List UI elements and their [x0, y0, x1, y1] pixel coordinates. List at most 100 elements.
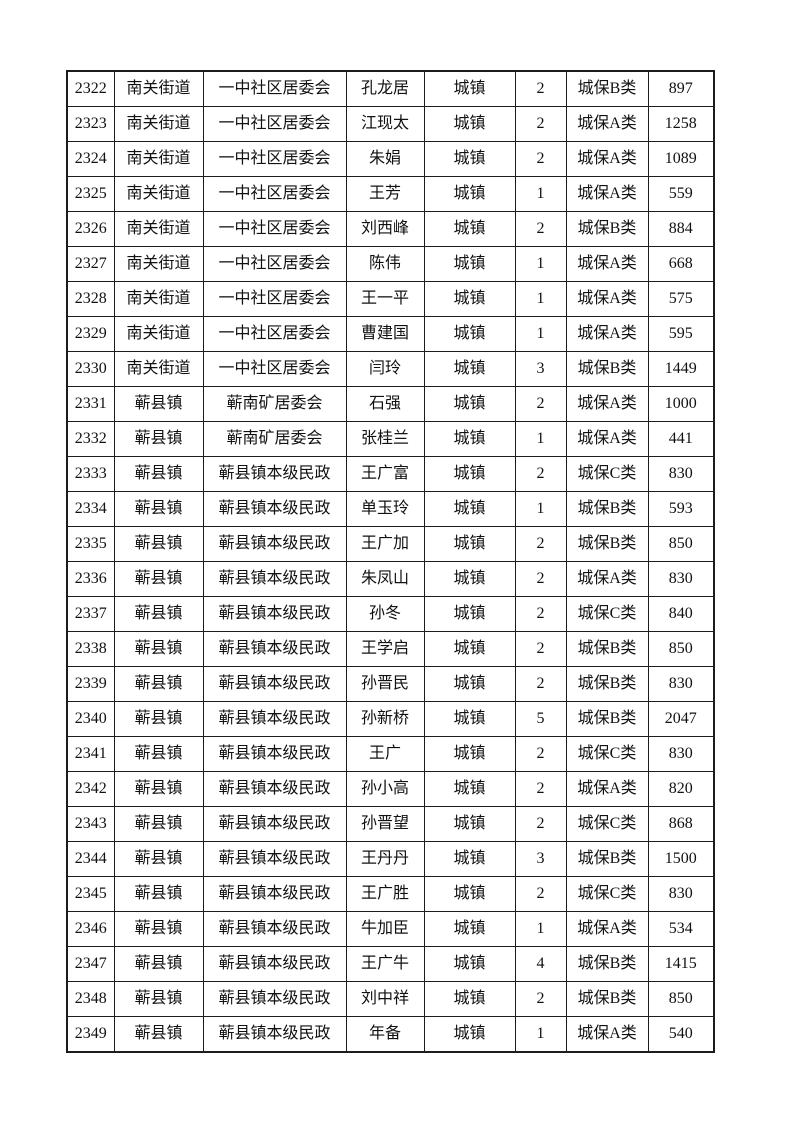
- cell-person-count: 1: [514, 176, 567, 212]
- cell-town: 蕲县镇: [113, 491, 204, 527]
- table-row: 2349 蕲县镇 蕲县镇本级民政 年备 城镇 1 城保A类 540: [66, 1016, 715, 1053]
- table-row: 2330 南关街道 一中社区居委会 闫玲 城镇 3 城保B类 1449: [66, 351, 715, 387]
- cell-insurance-type: 城保A类: [565, 386, 649, 422]
- table-row: 2345 蕲县镇 蕲县镇本级民政 王广胜 城镇 2 城保C类 830: [66, 876, 715, 912]
- cell-unit: 蕲县镇本级民政: [202, 561, 347, 597]
- cell-insurance-type: 城保A类: [565, 771, 649, 807]
- cell-unit: 一中社区居委会: [202, 351, 347, 387]
- cell-town: 南关街道: [113, 281, 204, 317]
- cell-row-id: 2322: [66, 70, 115, 107]
- table-row: 2335 蕲县镇 蕲县镇本级民政 王广加 城镇 2 城保B类 850: [66, 526, 715, 562]
- cell-person-name: 孙晋望: [345, 806, 425, 842]
- cell-amount: 1415: [647, 946, 715, 982]
- cell-insurance-type: 城保B类: [565, 841, 649, 877]
- cell-amount: 575: [647, 281, 715, 317]
- cell-person-count: 5: [514, 701, 567, 737]
- cell-unit: 蕲县镇本级民政: [202, 911, 347, 947]
- table-row: 2341 蕲县镇 蕲县镇本级民政 王广 城镇 2 城保C类 830: [66, 736, 715, 772]
- cell-amount: 830: [647, 666, 715, 702]
- cell-row-id: 2341: [66, 736, 115, 772]
- cell-person-count: 1: [514, 246, 567, 282]
- cell-person-name: 刘西峰: [345, 211, 425, 247]
- cell-town: 南关街道: [113, 106, 204, 142]
- cell-town: 南关街道: [113, 211, 204, 247]
- cell-person-name: 孙新桥: [345, 701, 425, 737]
- cell-insurance-type: 城保C类: [565, 736, 649, 772]
- cell-unit: 蕲县镇本级民政: [202, 666, 347, 702]
- cell-town: 蕲县镇: [113, 981, 204, 1017]
- cell-amount: 868: [647, 806, 715, 842]
- table-row: 2348 蕲县镇 蕲县镇本级民政 刘中祥 城镇 2 城保B类 850: [66, 981, 715, 1017]
- cell-amount: 559: [647, 176, 715, 212]
- cell-row-id: 2327: [66, 246, 115, 282]
- cell-town: 蕲县镇: [113, 456, 204, 492]
- cell-person-name: 朱娟: [345, 141, 425, 177]
- cell-person-name: 张桂兰: [345, 421, 425, 457]
- table-row: 2328 南关街道 一中社区居委会 王一平 城镇 1 城保A类 575: [66, 281, 715, 317]
- cell-person-count: 2: [514, 806, 567, 842]
- cell-person-name: 王学启: [345, 631, 425, 667]
- cell-row-id: 2344: [66, 841, 115, 877]
- cell-unit: 一中社区居委会: [202, 211, 347, 247]
- cell-amount: 1500: [647, 841, 715, 877]
- cell-person-count: 3: [514, 351, 567, 387]
- cell-person-count: 2: [514, 141, 567, 177]
- cell-person-name: 孙冬: [345, 596, 425, 632]
- cell-insurance-type: 城保B类: [565, 211, 649, 247]
- cell-person-count: 2: [514, 666, 567, 702]
- table-row: 2339 蕲县镇 蕲县镇本级民政 孙晋民 城镇 2 城保B类 830: [66, 666, 715, 702]
- cell-person-count: 2: [514, 526, 567, 562]
- cell-unit: 一中社区居委会: [202, 176, 347, 212]
- cell-person-name: 曹建国: [345, 316, 425, 352]
- cell-amount: 850: [647, 981, 715, 1017]
- cell-row-id: 2335: [66, 526, 115, 562]
- cell-category: 城镇: [423, 806, 516, 842]
- cell-amount: 1089: [647, 141, 715, 177]
- cell-category: 城镇: [423, 176, 516, 212]
- cell-row-id: 2348: [66, 981, 115, 1017]
- cell-row-id: 2343: [66, 806, 115, 842]
- cell-unit: 蕲南矿居委会: [202, 421, 347, 457]
- welfare-roster-table: 2322 南关街道 一中社区居委会 孔龙居 城镇 2 城保B类 897 2323 南关街道 一中社区…: [66, 70, 715, 1053]
- cell-person-count: 1: [514, 491, 567, 527]
- cell-category: 城镇: [423, 946, 516, 982]
- table-row: 2346 蕲县镇 蕲县镇本级民政 牛加臣 城镇 1 城保A类 534: [66, 911, 715, 947]
- cell-unit: 蕲县镇本级民政: [202, 701, 347, 737]
- table-row: 2343 蕲县镇 蕲县镇本级民政 孙晋望 城镇 2 城保C类 868: [66, 806, 715, 842]
- cell-town: 蕲县镇: [113, 386, 204, 422]
- cell-category: 城镇: [423, 421, 516, 457]
- cell-person-count: 1: [514, 911, 567, 947]
- cell-person-count: 3: [514, 841, 567, 877]
- cell-insurance-type: 城保B类: [565, 70, 649, 107]
- cell-unit: 蕲县镇本级民政: [202, 491, 347, 527]
- cell-row-id: 2334: [66, 491, 115, 527]
- cell-unit: 蕲县镇本级民政: [202, 806, 347, 842]
- table-row: 2342 蕲县镇 蕲县镇本级民政 孙小高 城镇 2 城保A类 820: [66, 771, 715, 807]
- cell-row-id: 2346: [66, 911, 115, 947]
- cell-category: 城镇: [423, 736, 516, 772]
- cell-row-id: 2325: [66, 176, 115, 212]
- cell-town: 南关街道: [113, 141, 204, 177]
- cell-category: 城镇: [423, 631, 516, 667]
- cell-insurance-type: 城保C类: [565, 876, 649, 912]
- cell-person-name: 闫玲: [345, 351, 425, 387]
- cell-person-count: 1: [514, 421, 567, 457]
- cell-unit: 一中社区居委会: [202, 141, 347, 177]
- cell-category: 城镇: [423, 70, 516, 107]
- cell-unit: 蕲县镇本级民政: [202, 981, 347, 1017]
- cell-person-name: 王广富: [345, 456, 425, 492]
- cell-town: 南关街道: [113, 70, 204, 107]
- cell-insurance-type: 城保B类: [565, 701, 649, 737]
- cell-category: 城镇: [423, 491, 516, 527]
- table-row: 2337 蕲县镇 蕲县镇本级民政 孙冬 城镇 2 城保C类 840: [66, 596, 715, 632]
- cell-unit: 蕲县镇本级民政: [202, 876, 347, 912]
- cell-person-name: 孔龙居: [345, 70, 425, 107]
- cell-unit: 一中社区居委会: [202, 70, 347, 107]
- cell-row-id: 2345: [66, 876, 115, 912]
- cell-unit: 蕲县镇本级民政: [202, 526, 347, 562]
- table-body: 2322 南关街道 一中社区居委会 孔龙居 城镇 2 城保B类 897 2323 南关街道 一中社区…: [66, 70, 715, 1053]
- cell-amount: 2047: [647, 701, 715, 737]
- cell-unit: 蕲县镇本级民政: [202, 631, 347, 667]
- cell-row-id: 2330: [66, 351, 115, 387]
- cell-person-name: 陈伟: [345, 246, 425, 282]
